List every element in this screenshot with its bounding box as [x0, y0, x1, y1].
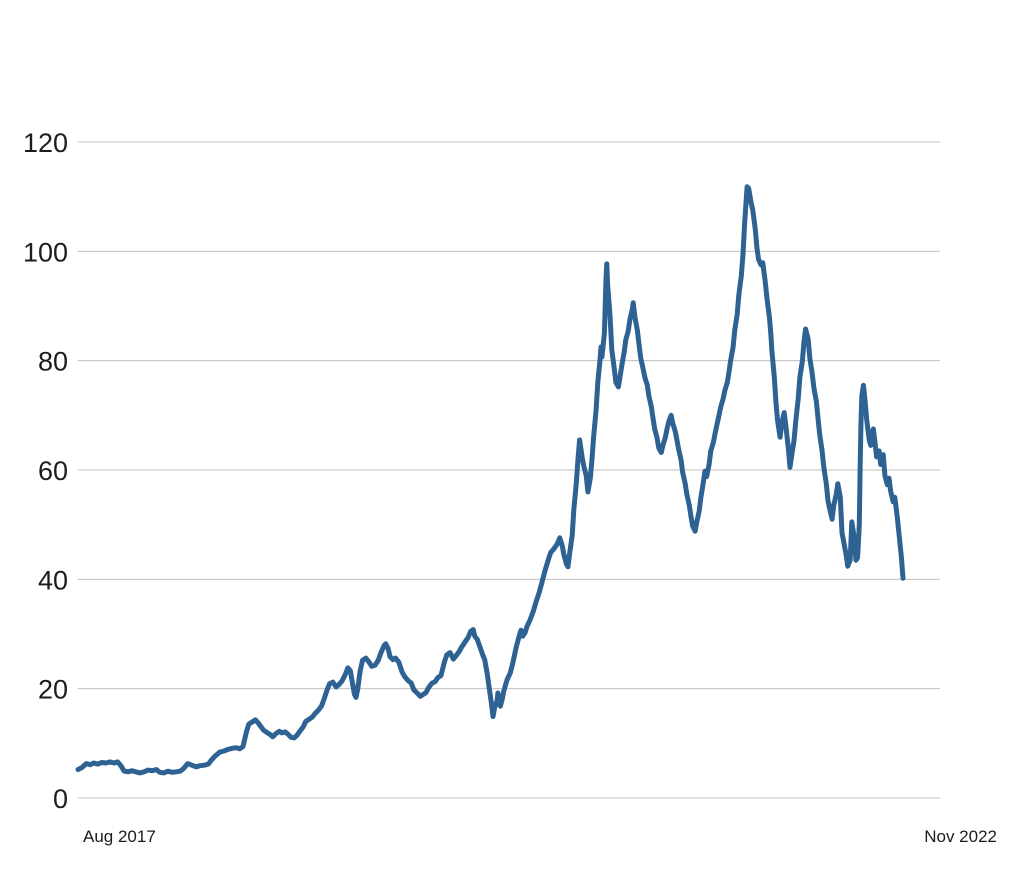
x-axis-label-end: Nov 2022 [924, 827, 997, 846]
y-axis-labels: 0 20 40 60 80 100 120 [23, 128, 68, 814]
y-tick-label: 40 [38, 565, 68, 595]
y-tick-label: 80 [38, 347, 68, 377]
gridlines [78, 141, 940, 799]
y-tick-label: 20 [38, 675, 68, 705]
price-line [75, 184, 906, 776]
x-axis-labels: Aug 2017 Nov 2022 [83, 827, 997, 846]
y-tick-label: 60 [38, 456, 68, 486]
y-tick-label: 0 [53, 784, 68, 814]
y-tick-label: 120 [23, 128, 68, 158]
y-tick-label: 100 [23, 237, 68, 267]
x-axis-label-start: Aug 2017 [83, 827, 156, 846]
